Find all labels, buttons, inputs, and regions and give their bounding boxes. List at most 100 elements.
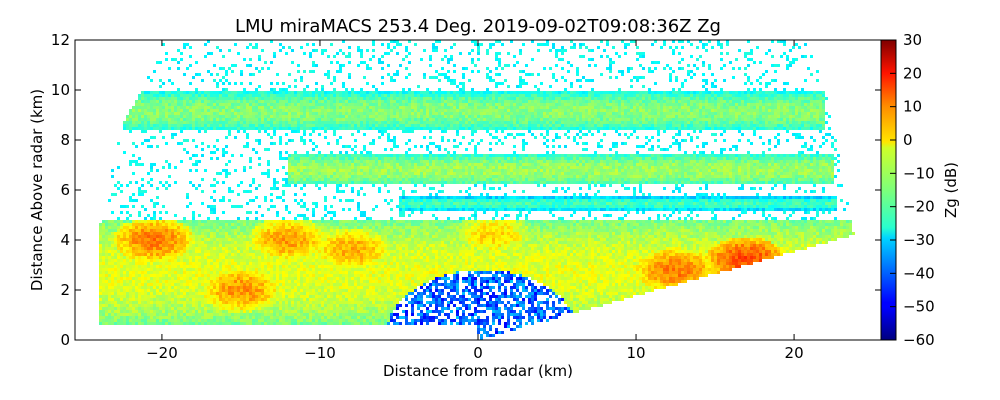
reflectivity-pixel: [531, 58, 534, 61]
reflectivity-pixel: [345, 55, 348, 58]
reflectivity-pixel: [360, 127, 363, 130]
reflectivity-pixel: [588, 130, 591, 133]
reflectivity-pixel: [147, 124, 150, 127]
reflectivity-pixel: [681, 109, 684, 112]
reflectivity-pixel: [126, 118, 129, 121]
reflectivity-pixel: [804, 154, 807, 157]
reflectivity-pixel: [393, 118, 396, 121]
reflectivity-pixel: [792, 97, 795, 100]
reflectivity-pixel: [675, 76, 678, 79]
reflectivity-pixel: [441, 124, 444, 127]
reflectivity-pixel: [348, 109, 351, 112]
reflectivity-pixel: [243, 121, 246, 124]
reflectivity-pixel: [159, 61, 162, 64]
reflectivity-pixel: [207, 115, 210, 118]
reflectivity-pixel: [417, 163, 420, 166]
reflectivity-pixel: [210, 118, 213, 121]
reflectivity-pixel: [525, 82, 528, 85]
reflectivity-pixel: [372, 115, 375, 118]
reflectivity-pixel: [504, 127, 507, 130]
reflectivity-pixel: [396, 124, 399, 127]
reflectivity-pixel: [663, 157, 666, 160]
reflectivity-pixel: [267, 109, 270, 112]
reflectivity-pixel: [444, 97, 447, 100]
reflectivity-pixel: [567, 70, 570, 73]
reflectivity-pixel: [432, 154, 435, 157]
reflectivity-pixel: [495, 154, 498, 157]
reflectivity-pixel: [303, 121, 306, 124]
reflectivity-pixel: [552, 145, 555, 148]
reflectivity-pixel: [306, 121, 309, 124]
reflectivity-pixel: [618, 97, 621, 100]
reflectivity-pixel: [495, 115, 498, 118]
reflectivity-pixel: [540, 112, 543, 115]
reflectivity-pixel: [282, 97, 285, 100]
reflectivity-pixel: [801, 94, 804, 97]
reflectivity-pixel: [354, 112, 357, 115]
reflectivity-pixel: [606, 67, 609, 70]
reflectivity-pixel: [798, 160, 801, 163]
reflectivity-pixel: [771, 79, 774, 82]
reflectivity-pixel: [561, 49, 564, 52]
reflectivity-pixel: [486, 163, 489, 166]
reflectivity-pixel: [768, 124, 771, 127]
reflectivity-pixel: [573, 43, 576, 46]
reflectivity-pixel: [765, 121, 768, 124]
reflectivity-pixel: [693, 157, 696, 160]
reflectivity-pixel: [330, 118, 333, 121]
reflectivity-pixel: [402, 166, 405, 169]
reflectivity-pixel: [765, 124, 768, 127]
reflectivity-pixel: [339, 100, 342, 103]
reflectivity-pixel: [621, 73, 624, 76]
reflectivity-pixel: [429, 100, 432, 103]
reflectivity-pixel: [714, 94, 717, 97]
reflectivity-pixel: [405, 94, 408, 97]
reflectivity-pixel: [795, 127, 798, 130]
reflectivity-pixel: [369, 94, 372, 97]
reflectivity-pixel: [582, 160, 585, 163]
reflectivity-pixel: [381, 55, 384, 58]
reflectivity-pixel: [714, 118, 717, 121]
reflectivity-pixel: [162, 109, 165, 112]
reflectivity-pixel: [783, 109, 786, 112]
reflectivity-pixel: [378, 166, 381, 169]
reflectivity-pixel: [747, 157, 750, 160]
reflectivity-pixel: [201, 127, 204, 130]
reflectivity-pixel: [471, 103, 474, 106]
reflectivity-pixel: [273, 109, 276, 112]
reflectivity-pixel: [741, 106, 744, 109]
reflectivity-pixel: [579, 136, 582, 139]
reflectivity-pixel: [660, 163, 663, 166]
reflectivity-pixel: [432, 49, 435, 52]
reflectivity-pixel: [324, 163, 327, 166]
reflectivity-pixel: [393, 166, 396, 169]
reflectivity-pixel: [567, 157, 570, 160]
reflectivity-pixel: [777, 133, 780, 136]
reflectivity-pixel: [696, 136, 699, 139]
reflectivity-pixel: [750, 100, 753, 103]
reflectivity-pixel: [438, 97, 441, 100]
reflectivity-pixel: [498, 163, 501, 166]
reflectivity-pixel: [537, 100, 540, 103]
reflectivity-pixel: [741, 91, 744, 94]
reflectivity-pixel: [756, 106, 759, 109]
reflectivity-pixel: [711, 154, 714, 157]
reflectivity-pixel: [369, 112, 372, 115]
reflectivity-pixel: [750, 142, 753, 145]
reflectivity-pixel: [246, 103, 249, 106]
reflectivity-pixel: [693, 109, 696, 112]
reflectivity-pixel: [300, 91, 303, 94]
reflectivity-pixel: [327, 163, 330, 166]
reflectivity-pixel: [720, 97, 723, 100]
reflectivity-pixel: [615, 130, 618, 133]
reflectivity-pixel: [738, 124, 741, 127]
reflectivity-pixel: [669, 94, 672, 97]
reflectivity-pixel: [660, 109, 663, 112]
reflectivity-pixel: [297, 154, 300, 157]
reflectivity-pixel: [285, 103, 288, 106]
reflectivity-pixel: [666, 160, 669, 163]
reflectivity-pixel: [801, 163, 804, 166]
reflectivity-pixel: [339, 160, 342, 163]
reflectivity-pixel: [753, 100, 756, 103]
reflectivity-pixel: [639, 106, 642, 109]
